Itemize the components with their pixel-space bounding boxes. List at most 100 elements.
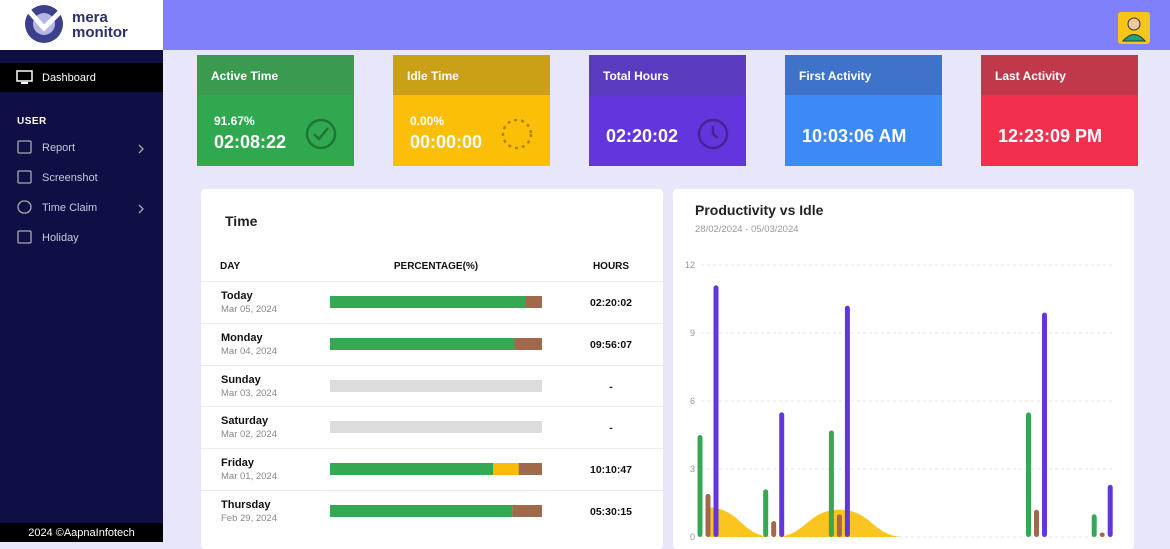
day-date: Feb 29, 2024 xyxy=(221,513,277,524)
nav-icon xyxy=(17,140,32,154)
bar xyxy=(1042,312,1047,537)
brand-line: monitor xyxy=(72,24,128,41)
nav-item-active[interactable]: Dashboard xyxy=(0,63,163,92)
hours: 09:56:07 xyxy=(589,338,633,351)
card-header: Last Activity xyxy=(981,55,1138,95)
hours: 10:10:47 xyxy=(589,464,633,477)
chevron-shape xyxy=(138,144,144,154)
chevron xyxy=(138,204,144,214)
card-body: 91.67% 02:08:22 xyxy=(197,95,354,166)
bar-track xyxy=(330,379,542,392)
card-percent: 0.00% xyxy=(410,114,445,128)
percentage-bar xyxy=(330,379,542,392)
icon-shape xyxy=(17,230,32,244)
day-name: Monday xyxy=(221,331,263,344)
bar xyxy=(763,489,769,537)
day-date: Mar 04, 2024 xyxy=(221,345,277,357)
table-row: Monday Mar 04, 2024 09:56:07 xyxy=(201,322,663,365)
avatar[interactable] xyxy=(1118,12,1150,44)
logo: mera monitor xyxy=(0,0,163,50)
stat-card: Idle Time 0.00% 00:00:00 xyxy=(393,55,550,166)
bar-segment xyxy=(525,296,542,308)
hours: 02:20:02 xyxy=(589,297,633,309)
table-row: Saturday Mar 02, 2024 - xyxy=(201,406,663,448)
bar xyxy=(713,285,719,537)
table-row: Thursday Feb 29, 2024 05:30:15 xyxy=(201,490,663,532)
table-row: Today Mar 05, 2024 02:20:02 xyxy=(201,281,663,323)
bar xyxy=(705,493,711,537)
day-date: Mar 05, 2024 xyxy=(221,304,277,315)
chevron xyxy=(138,144,144,154)
nav-item[interactable]: Screenshot xyxy=(42,172,98,184)
chart-panel: Productivity vs Idle 28/02/2024 - 05/03/… xyxy=(673,189,1134,549)
icon-ring xyxy=(697,118,729,150)
card-body: 0.00% 00:00:00 xyxy=(393,95,550,166)
card-value: 00:00:00 xyxy=(410,132,483,152)
card-header: Idle Time xyxy=(393,55,550,95)
icon-ring xyxy=(305,118,337,150)
column-header: DAY xyxy=(220,261,241,272)
table-row: Friday Mar 01, 2024 10:10:47 xyxy=(201,448,663,490)
bar xyxy=(779,412,785,537)
stat-card: Total Hours 02:20:02 xyxy=(589,55,746,166)
icon-shape xyxy=(17,140,32,154)
card-value: 02:20:02 xyxy=(606,126,679,146)
bar xyxy=(771,521,777,537)
nav-item[interactable]: Report xyxy=(42,142,76,154)
hours: - xyxy=(609,380,613,393)
bar xyxy=(836,514,842,537)
nav-item[interactable]: Time Claim xyxy=(42,202,98,214)
percentage-bar xyxy=(330,337,542,350)
bar-segment xyxy=(330,296,526,308)
bar-segment xyxy=(330,463,494,476)
bar-segment xyxy=(514,337,542,350)
card-icon xyxy=(501,118,533,150)
icon-check xyxy=(313,127,329,141)
y-tick-label: 9 xyxy=(690,328,695,338)
column-header: HOURS xyxy=(592,261,630,272)
bar xyxy=(844,305,850,537)
y-tick-label: 3 xyxy=(690,464,695,474)
day-date: Mar 02, 2024 xyxy=(221,429,277,441)
percentage-bar xyxy=(330,296,542,308)
time-panel: Time DAY PERCENTAGE(%) HOURS Today Mar 05… xyxy=(201,189,663,549)
day-date: Mar 03, 2024 xyxy=(221,387,277,399)
bar xyxy=(1026,412,1031,537)
panel-title: Time xyxy=(225,213,258,229)
icon-shape xyxy=(17,170,32,184)
card-value: 02:08:22 xyxy=(214,132,287,152)
bar-segment xyxy=(330,337,515,350)
bar xyxy=(697,435,703,537)
day-name: Today xyxy=(221,290,253,302)
card-icon xyxy=(305,118,337,150)
stat-card: Active Time 91.67% 02:08:22 xyxy=(197,55,354,166)
day-name: Sunday xyxy=(221,373,261,386)
icon-shape xyxy=(17,200,32,214)
footer: 2024 ©AapnaInfotech xyxy=(0,523,163,542)
bar xyxy=(1107,484,1113,537)
bar-segment xyxy=(493,463,519,476)
day-name: Friday xyxy=(221,457,255,470)
nav-section: USER xyxy=(17,116,47,127)
card-header: Total Hours xyxy=(589,55,746,95)
table-row: Sunday Mar 03, 2024 - xyxy=(201,364,663,407)
stat-card: Last Activity 12:23:09 PM xyxy=(981,55,1138,166)
nav-item[interactable]: Holiday xyxy=(42,232,79,244)
card-header: First Activity xyxy=(785,55,942,95)
percentage-bar xyxy=(330,505,542,517)
nav-icon xyxy=(17,200,32,214)
percentage-bar xyxy=(330,421,542,434)
card-value: 12:23:09 PM xyxy=(998,126,1103,146)
card-header: Active Time xyxy=(197,55,354,95)
hours: - xyxy=(609,422,613,435)
day-date: Mar 01, 2024 xyxy=(221,471,277,483)
y-tick-label: 0 xyxy=(690,532,695,542)
bar-segment xyxy=(518,463,542,476)
card-icon xyxy=(697,118,729,150)
chart-title: Productivity vs Idle xyxy=(695,202,824,218)
bar-segment xyxy=(512,505,542,517)
topbar xyxy=(163,0,1170,50)
card-body: 12:23:09 PM xyxy=(981,95,1138,166)
